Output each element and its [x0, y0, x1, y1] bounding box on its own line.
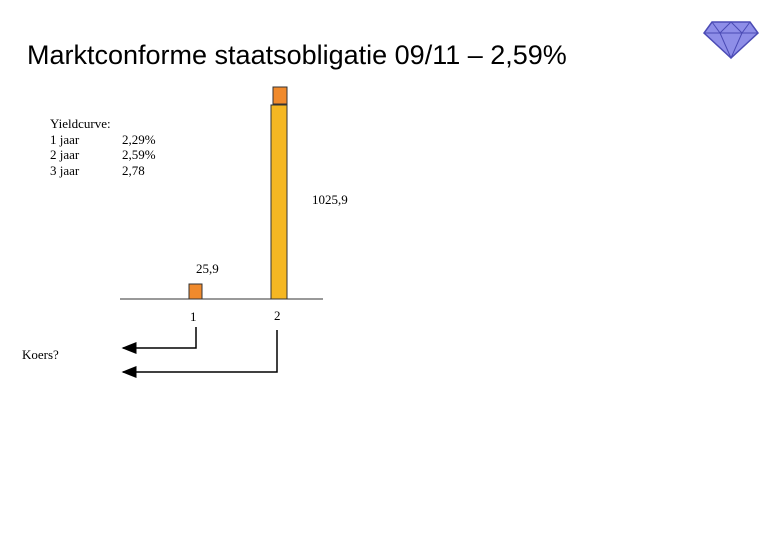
- cashflow-bar-2: [270, 104, 288, 300]
- yieldcurve-row: 2 jaar 2,59%: [50, 147, 156, 163]
- yieldcurve-term: 3 jaar: [50, 162, 80, 178]
- discount-arrow-1: [121, 327, 197, 354]
- yieldcurve-term: 2 jaar: [50, 147, 80, 162]
- yieldcurve-heading: Yieldcurve:: [50, 116, 111, 131]
- cashflow-bar-1: [188, 283, 203, 300]
- koers-label: Koers?: [22, 347, 59, 362]
- yieldcurve-term: 1 jaar: [50, 131, 80, 147]
- cashflow-amount-1: 25,9: [196, 261, 219, 276]
- diamond-icon: [703, 21, 759, 60]
- cashflow-bar-2-top: [272, 86, 288, 105]
- period-label-2: 2: [274, 308, 281, 323]
- page-title: Marktconforme staatsobligatie 09/11 – 2,…: [27, 40, 567, 70]
- yieldcurve-rate: 2,78: [122, 162, 145, 178]
- yieldcurve-row: 3 jaar 2,78: [50, 163, 156, 179]
- yieldcurve-rate: 2,29%: [122, 131, 156, 147]
- discount-arrow-2: [121, 330, 278, 378]
- yieldcurve-row: 1 jaar 2,29%: [50, 132, 156, 148]
- cashflow-amount-2: 1025,9: [312, 192, 348, 207]
- period-label-1: 1: [190, 309, 197, 324]
- yieldcurve-table: Yieldcurve: 1 jaar 2,29% 2 jaar 2,59% 3 …: [50, 116, 156, 178]
- yieldcurve-rate: 2,59%: [122, 147, 156, 162]
